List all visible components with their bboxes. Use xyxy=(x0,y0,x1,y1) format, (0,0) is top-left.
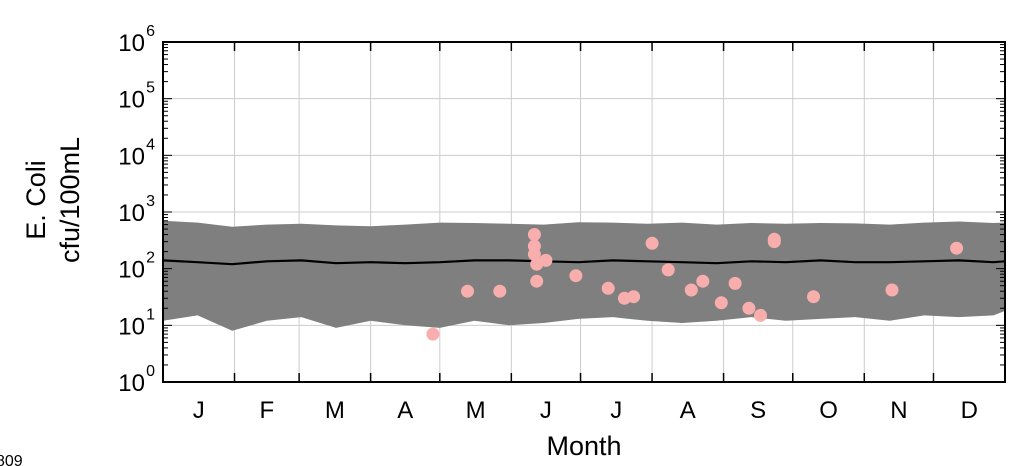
x-ticks xyxy=(162,42,1006,382)
data-point xyxy=(742,301,756,315)
data-point xyxy=(539,253,553,267)
data-point xyxy=(950,241,964,255)
y-tick-label: 10 xyxy=(118,370,145,397)
month-label: J xyxy=(540,397,552,424)
y-tick-label: 10 xyxy=(118,87,145,114)
y-tick-base: 10 xyxy=(118,87,145,114)
y-tick-base: 10 xyxy=(118,30,145,57)
y-axis-title-line2: cfu/100mL xyxy=(55,137,85,263)
month-label: M xyxy=(325,397,345,424)
month-label: J xyxy=(610,397,622,424)
data-point xyxy=(696,274,710,288)
y-tick-exponent: 2 xyxy=(146,250,155,267)
y-tick-base: 10 xyxy=(118,257,145,284)
y-tick-exponent: 6 xyxy=(146,23,155,40)
month-label: N xyxy=(890,397,907,424)
y-tick-base: 10 xyxy=(118,200,145,227)
y-tick-exponent: 1 xyxy=(146,306,155,323)
data-point xyxy=(530,274,544,288)
grid-lines xyxy=(162,41,1006,383)
y-tick-label: 10 xyxy=(118,313,145,340)
y-tick-base: 10 xyxy=(118,143,145,170)
data-point xyxy=(684,283,698,297)
y-tick-exponent: 0 xyxy=(146,363,155,380)
month-label: F xyxy=(259,397,274,424)
month-label: D xyxy=(961,397,978,424)
month-label: A xyxy=(397,397,413,424)
y-minor-ticks xyxy=(163,44,1005,383)
data-point xyxy=(807,290,820,304)
y-tick-label: 10 xyxy=(118,200,145,227)
month-label: S xyxy=(750,397,766,424)
data-point xyxy=(661,263,675,277)
confidence-band xyxy=(163,220,1005,331)
month-label: A xyxy=(680,397,696,424)
y-tick-label: 10 xyxy=(118,143,145,170)
observed-points xyxy=(426,228,964,341)
data-point xyxy=(728,276,742,290)
data-point xyxy=(714,296,728,310)
y-tick-base: 10 xyxy=(118,313,145,340)
y-tick-base: 10 xyxy=(118,370,145,397)
data-point xyxy=(527,228,541,241)
data-point xyxy=(493,284,507,298)
median-line xyxy=(162,259,1006,266)
data-point xyxy=(527,247,541,261)
month-label: J xyxy=(193,397,205,424)
y-tick-label: 10 xyxy=(118,257,145,284)
data-point xyxy=(627,290,641,304)
data-point xyxy=(426,327,440,341)
month-label: O xyxy=(819,397,838,424)
data-point xyxy=(569,269,583,283)
data-point xyxy=(601,281,615,295)
y-axis-title-line1: E. Coli xyxy=(21,160,51,240)
y-tick-exponent: 3 xyxy=(146,193,155,210)
y-tick-exponent: 4 xyxy=(146,136,155,153)
data-point xyxy=(885,283,899,297)
month-label: M xyxy=(466,397,486,424)
data-point xyxy=(767,235,781,249)
data-point xyxy=(645,236,659,250)
corner-text: 809 xyxy=(0,453,23,466)
data-point xyxy=(754,308,767,322)
y-tick-label: 10 xyxy=(118,30,145,57)
y-tick-exponent: 5 xyxy=(146,80,155,97)
data-point xyxy=(461,284,474,298)
x-axis-title: Month xyxy=(546,431,621,461)
